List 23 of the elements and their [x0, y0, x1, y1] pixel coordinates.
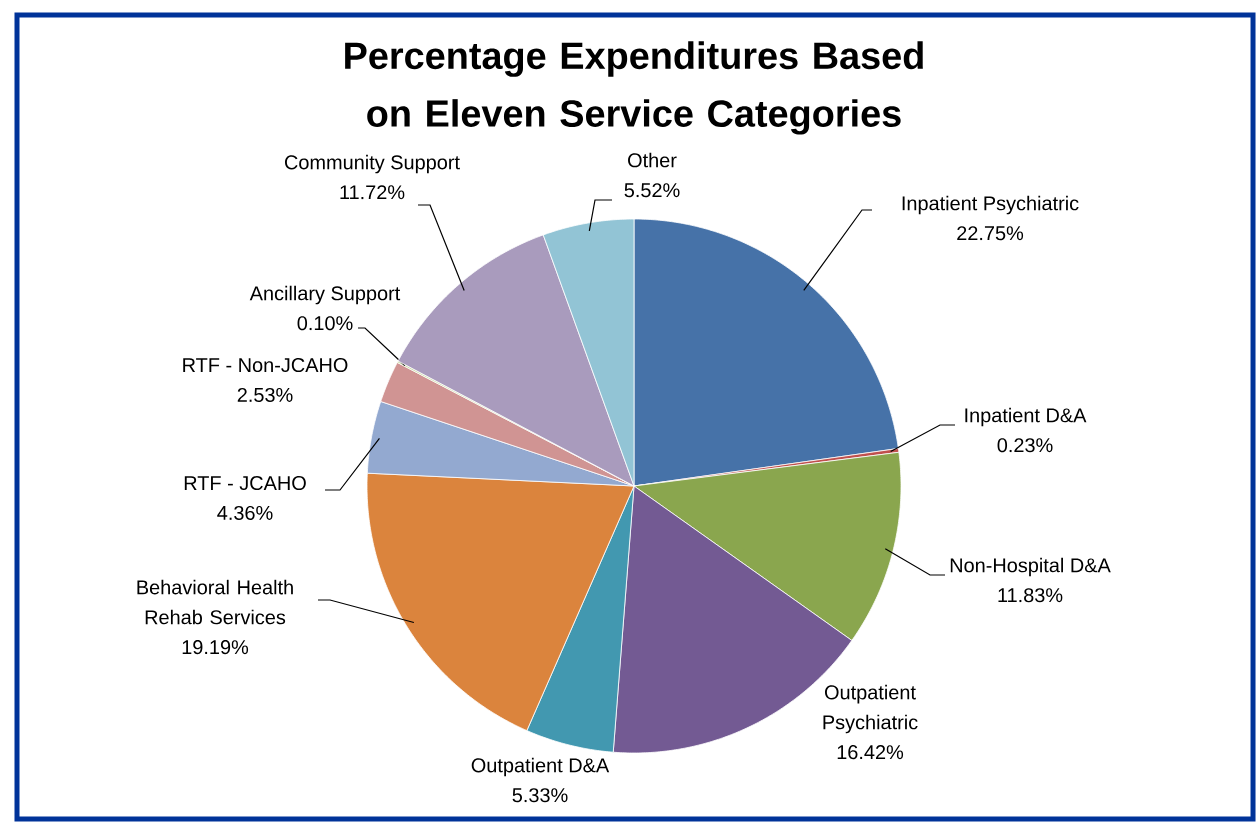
data-label: 16.42%: [837, 745, 904, 760]
slice-label: Ancillary Support: [249, 285, 401, 305]
data-label: 11.72%: [340, 185, 405, 200]
data-label: 19.19%: [182, 640, 249, 655]
slice-label: Behavioral Health Rehab Services: [137, 579, 293, 625]
data-label: 22.75%: [957, 226, 1024, 241]
data-label: 5.33%: [512, 788, 568, 803]
data-label: 11.83%: [998, 588, 1063, 603]
slice-label: Inpatient Psychiatric: [902, 195, 1079, 215]
slice-label: Non-Hospital D&A: [950, 557, 1111, 577]
data-label: 4.36%: [217, 505, 273, 520]
slice-label: Outpatient D&A: [471, 757, 610, 777]
chart-title: Percentage Expenditures Based on Eleven Service Categories: [345, 41, 923, 135]
data-label: 0.23%: [997, 438, 1053, 453]
slice-label: Community Support: [284, 154, 460, 174]
data-label: 5.52%: [624, 183, 680, 198]
slice-label: RTF - Non-JCAHO: [183, 358, 348, 373]
slice-label: Inpatient D&A: [965, 407, 1087, 427]
data-label: 0.10%: [297, 316, 353, 331]
slice-label: Outpatient Psychiatric: [823, 684, 918, 734]
slice-label: Other: [628, 152, 677, 168]
data-label: 2.53%: [237, 387, 293, 402]
slice-label: RTF - JCAHO: [184, 476, 306, 491]
